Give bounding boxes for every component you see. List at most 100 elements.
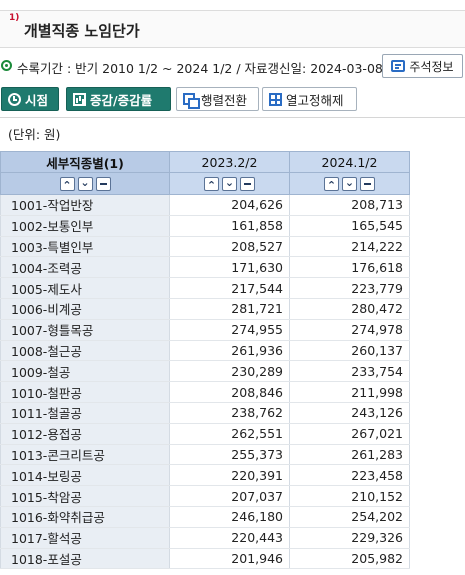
- unfix-icon: [269, 92, 282, 106]
- table-row: 1017-할석공 220,443 229,326: [0, 527, 410, 549]
- chart-icon: [73, 92, 86, 106]
- timepoint-label: 시점: [25, 92, 49, 108]
- column-header-2023-2[interactable]: 2023.2/2: [169, 151, 290, 173]
- column-header-occupation[interactable]: 세부직종별(1): [0, 151, 170, 173]
- wage-cell: 208,527: [169, 236, 290, 258]
- wage-cell: 261,283: [289, 444, 410, 466]
- divider: [0, 117, 465, 118]
- note-button[interactable]: 주석정보: [382, 54, 463, 78]
- occupation-cell: 1014-보링공: [0, 464, 170, 487]
- wage-cell: 223,458: [289, 464, 410, 487]
- wage-cell: 204,626: [169, 194, 290, 216]
- wage-cell: 229,326: [289, 527, 410, 549]
- data-table: 세부직종별(1) 2023.2/2 2024.1/2: [0, 151, 410, 570]
- wage-cell: 281,721: [169, 298, 290, 320]
- toolbar: 시점 증감/증감률 행렬전환 열고정해제: [0, 87, 465, 113]
- sort-asc-icon[interactable]: [324, 177, 339, 192]
- wage-cell: 165,545: [289, 215, 410, 237]
- wage-cell: 261,936: [169, 340, 290, 362]
- occupation-cell: 1016-화약취급공: [0, 506, 170, 528]
- occupation-cell: 1004-조력공: [0, 256, 170, 279]
- sort-desc-icon[interactable]: [222, 177, 237, 192]
- occupation-cell: 1010-철판공: [0, 381, 170, 403]
- wage-cell: 233,754: [289, 360, 410, 383]
- sort-controls: [0, 172, 170, 195]
- table-row: 1018-포설공 201,946 205,982: [0, 548, 410, 570]
- radio-icon: [1, 60, 12, 71]
- occupation-cell: 1017-할석공: [0, 527, 170, 549]
- wage-cell: 208,713: [289, 194, 410, 216]
- wage-cell: 217,544: [169, 277, 290, 299]
- header-row: 세부직종별(1) 2023.2/2 2024.1/2: [0, 151, 410, 173]
- wage-cell: 171,630: [169, 256, 290, 279]
- unfix-column-button[interactable]: 열고정해제: [262, 87, 357, 111]
- table-row: 1007-형틀목공 274,955 274,978: [0, 319, 410, 341]
- sort-desc-icon[interactable]: [77, 177, 93, 192]
- occupation-cell: 1011-철골공: [0, 402, 170, 424]
- occupation-cell: 1002-보통인부: [0, 215, 170, 237]
- page-title: 개별직종 노임단가: [24, 22, 140, 40]
- wage-cell: 176,618: [289, 256, 410, 279]
- sort-controls: [289, 172, 410, 195]
- wage-cell: 254,202: [289, 506, 410, 528]
- occupation-cell: 1009-철공: [0, 360, 170, 383]
- occupation-cell: 1006-비계공: [0, 298, 170, 320]
- wage-cell: 214,222: [289, 236, 410, 258]
- table-row: 1016-화약취급공 246,180 254,202: [0, 506, 410, 528]
- occupation-cell: 1018-포설공: [0, 548, 170, 570]
- table-row: 1008-철근공 261,936 260,137: [0, 340, 410, 362]
- wage-cell: 205,982: [289, 548, 410, 570]
- footnote-mark: 1): [9, 13, 20, 23]
- table-row: 1013-콘크리트공 255,373 261,283: [0, 444, 410, 466]
- occupation-cell: 1015-착암공: [0, 485, 170, 507]
- table-row: 1012-용접공 262,551 267,021: [0, 423, 410, 445]
- table-row: 1003-특별인부 208,527 214,222: [0, 236, 410, 258]
- table-row: 1002-보통인부 161,858 165,545: [0, 215, 410, 237]
- occupation-cell: 1007-형틀목공: [0, 319, 170, 341]
- sort-asc-icon[interactable]: [59, 177, 75, 192]
- timepoint-button[interactable]: 시점: [1, 87, 59, 111]
- title-bar: 1) 개별직종 노임단가: [0, 10, 465, 48]
- wage-cell: 255,373: [169, 444, 290, 466]
- wage-cell: 210,152: [289, 485, 410, 507]
- change-rate-button[interactable]: 증감/증감률: [66, 87, 171, 111]
- wage-cell: 238,762: [169, 402, 290, 424]
- table-row: 1004-조력공 171,630 176,618: [0, 256, 410, 279]
- wage-cell: 243,126: [289, 402, 410, 424]
- occupation-cell: 1005-제도사: [0, 277, 170, 299]
- table-row: 1011-철골공 238,762 243,126: [0, 402, 410, 424]
- sort-control-row: [0, 172, 410, 195]
- table-row: 1015-착암공 207,037 210,152: [0, 485, 410, 507]
- wage-cell: 260,137: [289, 340, 410, 362]
- wage-cell: 220,443: [169, 527, 290, 549]
- wage-cell: 208,846: [169, 381, 290, 403]
- wage-cell: 230,289: [169, 360, 290, 383]
- collapse-icon[interactable]: [240, 177, 255, 192]
- pivot-icon: [183, 92, 200, 109]
- column-header-2024-1[interactable]: 2024.1/2: [289, 151, 410, 173]
- pivot-button[interactable]: 행렬전환: [176, 87, 259, 111]
- info-row: 수록기간 : 반기 2010 1/2 ~ 2024 1/2 / 자료갱신일: 2…: [0, 54, 465, 78]
- wage-cell: 280,472: [289, 298, 410, 320]
- occupation-cell: 1001-작업반장: [0, 194, 170, 216]
- wage-cell: 207,037: [169, 485, 290, 507]
- wage-cell: 201,946: [169, 548, 290, 570]
- sort-desc-icon[interactable]: [342, 177, 357, 192]
- comment-icon: [391, 60, 406, 72]
- wage-cell: 274,978: [289, 319, 410, 341]
- clock-icon: [8, 92, 21, 106]
- table-body: 1001-작업반장 204,626 208,713 1002-보통인부 161,858 1…: [0, 194, 410, 570]
- wage-cell: 211,998: [289, 381, 410, 403]
- table-row: 1014-보링공 220,391 223,458: [0, 464, 410, 487]
- occupation-cell: 1013-콘크리트공: [0, 444, 170, 466]
- wage-cell: 161,858: [169, 215, 290, 237]
- collapse-icon[interactable]: [360, 177, 375, 192]
- wage-cell: 220,391: [169, 464, 290, 487]
- unit-label: (단위: 원): [8, 127, 61, 142]
- table-row: 1010-철판공 208,846 211,998: [0, 381, 410, 403]
- sort-asc-icon[interactable]: [204, 177, 219, 192]
- occupation-cell: 1003-특별인부: [0, 236, 170, 258]
- unfix-label: 열고정해제: [286, 92, 344, 108]
- wage-cell: 274,955: [169, 319, 290, 341]
- collapse-icon[interactable]: [95, 177, 111, 192]
